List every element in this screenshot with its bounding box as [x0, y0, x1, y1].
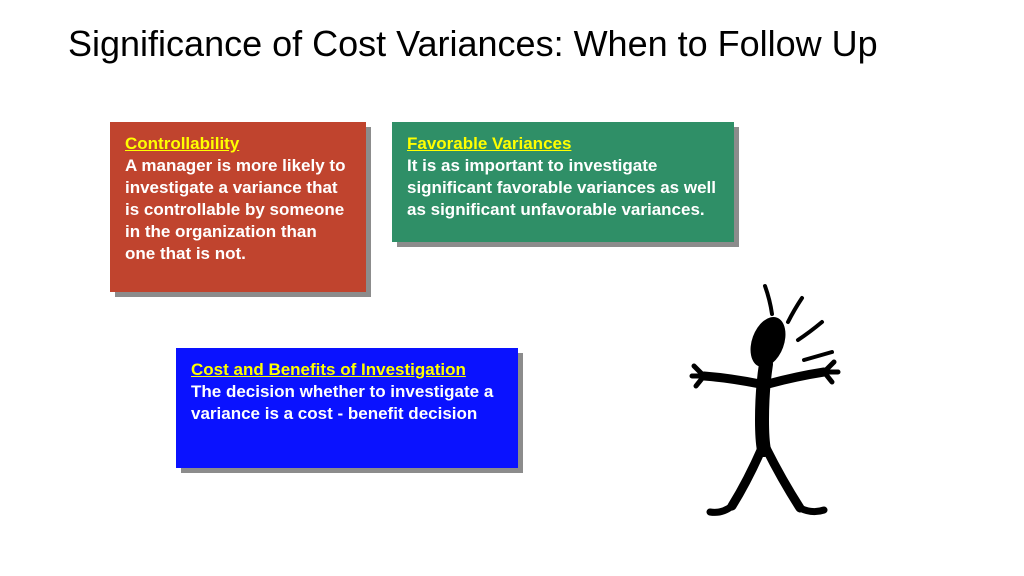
slide: Significance of Cost Variances: When to … — [0, 0, 1024, 576]
box-cost-benefit: Cost and Benefits of Investigation The d… — [176, 348, 518, 468]
box-favorable-body: It is as important to investigate signif… — [407, 155, 719, 221]
box-favorable-variances: Favorable Variances It is as important t… — [392, 122, 734, 242]
box-favorable-heading: Favorable Variances — [407, 133, 719, 155]
surprised-stick-figure-icon — [670, 280, 880, 530]
box-controllability: Controllability A manager is more likely… — [110, 122, 366, 292]
slide-title: Significance of Cost Variances: When to … — [68, 22, 898, 65]
box-controllability-body: A manager is more likely to investigate … — [125, 155, 351, 265]
box-controllability-heading: Controllability — [125, 133, 351, 155]
box-cost-benefit-heading: Cost and Benefits of Investigation — [191, 359, 503, 381]
box-cost-benefit-body: The decision whether to investigate a va… — [191, 381, 503, 425]
